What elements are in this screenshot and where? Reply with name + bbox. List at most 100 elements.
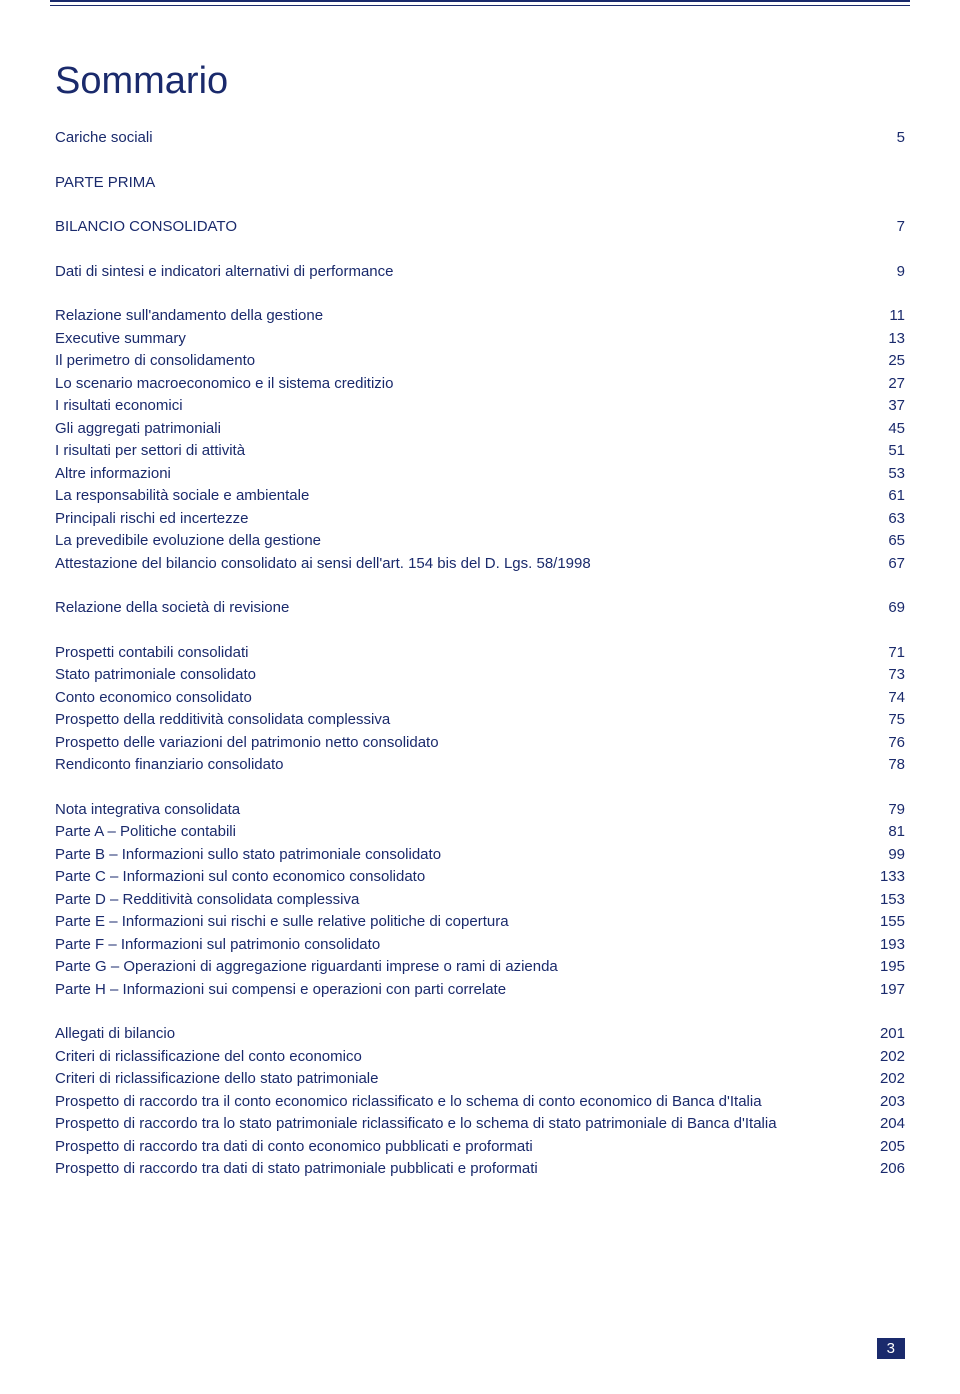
toc-label: Relazione sull'andamento della gestione: [55, 305, 865, 328]
toc-line: Parte E – Informazioni sui rischi e sull…: [55, 911, 905, 934]
toc-page: 202: [865, 1046, 905, 1069]
toc-page: 37: [865, 395, 905, 418]
top-border-rule: [50, 0, 910, 6]
toc-page: 81: [865, 821, 905, 844]
toc-line: Stato patrimoniale consolidato73: [55, 664, 905, 687]
toc-page: 193: [865, 934, 905, 957]
toc-line: Parte C – Informazioni sul conto economi…: [55, 866, 905, 889]
toc-page: 204: [865, 1113, 905, 1136]
toc-page: 76: [865, 732, 905, 755]
toc-line: Rendiconto finanziario consolidato78: [55, 754, 905, 777]
toc-page: 69: [865, 597, 905, 620]
toc-page: 51: [865, 440, 905, 463]
toc-label: Principali rischi ed incertezze: [55, 508, 865, 531]
toc-line: Executive summary13: [55, 328, 905, 351]
toc-line: Prospetto della redditività consolidata …: [55, 709, 905, 732]
toc-line: Parte H – Informazioni sui compensi e op…: [55, 979, 905, 1002]
toc-label: Gli aggregati patrimoniali: [55, 418, 865, 441]
toc-label: Prospetti contabili consolidati: [55, 642, 865, 665]
toc-page: 53: [865, 463, 905, 486]
toc-line: Criteri di riclassificazione del conto e…: [55, 1046, 905, 1069]
toc-page: 205: [865, 1136, 905, 1159]
toc-line: Gli aggregati patrimoniali45: [55, 418, 905, 441]
toc-label: Parte C – Informazioni sul conto economi…: [55, 866, 865, 889]
toc-page: 61: [865, 485, 905, 508]
toc-line: Il perimetro di consolidamento25: [55, 350, 905, 373]
toc-line: Prospetto di raccordo tra dati di stato …: [55, 1158, 905, 1181]
toc-label: I risultati economici: [55, 395, 865, 418]
toc-label: Parte H – Informazioni sui compensi e op…: [55, 979, 865, 1002]
toc-line: Parte D – Redditività consolidata comple…: [55, 889, 905, 912]
toc-page: 27: [865, 373, 905, 396]
toc-page: 11: [865, 305, 905, 328]
toc-label: Prospetto di raccordo tra il conto econo…: [55, 1091, 865, 1114]
toc-page: 155: [865, 911, 905, 934]
toc-label: Criteri di riclassificazione dello stato…: [55, 1068, 865, 1091]
toc-page: 133: [865, 866, 905, 889]
toc-page: 5: [865, 127, 905, 150]
toc-label: Altre informazioni: [55, 463, 865, 486]
section-gap: [55, 1181, 905, 1203]
toc-line: Prospetto di raccordo tra lo stato patri…: [55, 1113, 905, 1136]
toc-page: 9: [865, 261, 905, 284]
toc-line: Criteri di riclassificazione dello stato…: [55, 1068, 905, 1091]
toc-label: La prevedibile evoluzione della gestione: [55, 530, 865, 553]
section-gap: [55, 1001, 905, 1023]
toc-line: Parte A – Politiche contabili81: [55, 821, 905, 844]
toc-line: Lo scenario macroeconomico e il sistema …: [55, 373, 905, 396]
toc-page: 74: [865, 687, 905, 710]
section-gap: [55, 620, 905, 642]
toc-page: 7: [865, 216, 905, 239]
toc-page: 71: [865, 642, 905, 665]
toc-line: I risultati per settori di attività51: [55, 440, 905, 463]
section-heading: PARTE PRIMA: [55, 172, 905, 195]
toc-label: Parte G – Operazioni di aggregazione rig…: [55, 956, 865, 979]
toc-label: Conto economico consolidato: [55, 687, 865, 710]
toc-container: Cariche sociali5 PARTE PRIMA BILANCIO CONS…: [55, 127, 905, 1203]
toc-label: Parte D – Redditività consolidata comple…: [55, 889, 865, 912]
toc-line: Cariche sociali5: [55, 127, 905, 150]
toc-label: Relazione della società di revisione: [55, 597, 865, 620]
toc-page: 78: [865, 754, 905, 777]
toc-page: 197: [865, 979, 905, 1002]
toc-line: Allegati di bilancio201: [55, 1023, 905, 1046]
toc-label: Executive summary: [55, 328, 865, 351]
toc-line: Attestazione del bilancio consolidato ai…: [55, 553, 905, 576]
toc-page: 73: [865, 664, 905, 687]
document-content: Sommario Cariche sociali5PARTE PRIMABILA…: [0, 0, 960, 1243]
toc-line: Prospetto delle variazioni del patrimoni…: [55, 732, 905, 755]
section-gap: [55, 575, 905, 597]
toc-label: Allegati di bilancio: [55, 1023, 865, 1046]
section-gap: [55, 777, 905, 799]
toc-page: 65: [865, 530, 905, 553]
toc-line: Dati di sintesi e indicatori alternativi…: [55, 261, 905, 284]
toc-line: Parte G – Operazioni di aggregazione rig…: [55, 956, 905, 979]
toc-line: Prospetti contabili consolidati71: [55, 642, 905, 665]
toc-page: 201: [865, 1023, 905, 1046]
toc-label: Parte A – Politiche contabili: [55, 821, 865, 844]
toc-line: Relazione sull'andamento della gestione1…: [55, 305, 905, 328]
toc-label: Attestazione del bilancio consolidato ai…: [55, 553, 865, 576]
toc-line: La prevedibile evoluzione della gestione…: [55, 530, 905, 553]
toc-page: 25: [865, 350, 905, 373]
toc-page: 203: [865, 1091, 905, 1114]
toc-line: Conto economico consolidato74: [55, 687, 905, 710]
toc-label: La responsabilità sociale e ambientale: [55, 485, 865, 508]
toc-label: Prospetto di raccordo tra dati di conto …: [55, 1136, 865, 1159]
toc-line: Parte B – Informazioni sullo stato patri…: [55, 844, 905, 867]
toc-label: BILANCIO CONSOLIDATO: [55, 216, 865, 239]
toc-line: Prospetto di raccordo tra dati di conto …: [55, 1136, 905, 1159]
toc-label: Cariche sociali: [55, 127, 865, 150]
toc-label: Prospetto di raccordo tra dati di stato …: [55, 1158, 865, 1181]
toc-line: I risultati economici37: [55, 395, 905, 418]
toc-page: 63: [865, 508, 905, 531]
toc-label: Parte F – Informazioni sul patrimonio co…: [55, 934, 865, 957]
toc-page: 206: [865, 1158, 905, 1181]
toc-line: Relazione della società di revisione69: [55, 597, 905, 620]
toc-page: 202: [865, 1068, 905, 1091]
toc-label: Prospetto di raccordo tra lo stato patri…: [55, 1113, 865, 1136]
toc-label: Prospetto delle variazioni del patrimoni…: [55, 732, 865, 755]
toc-line: Altre informazioni53: [55, 463, 905, 486]
toc-page: 13: [865, 328, 905, 351]
section-gap: [55, 283, 905, 305]
